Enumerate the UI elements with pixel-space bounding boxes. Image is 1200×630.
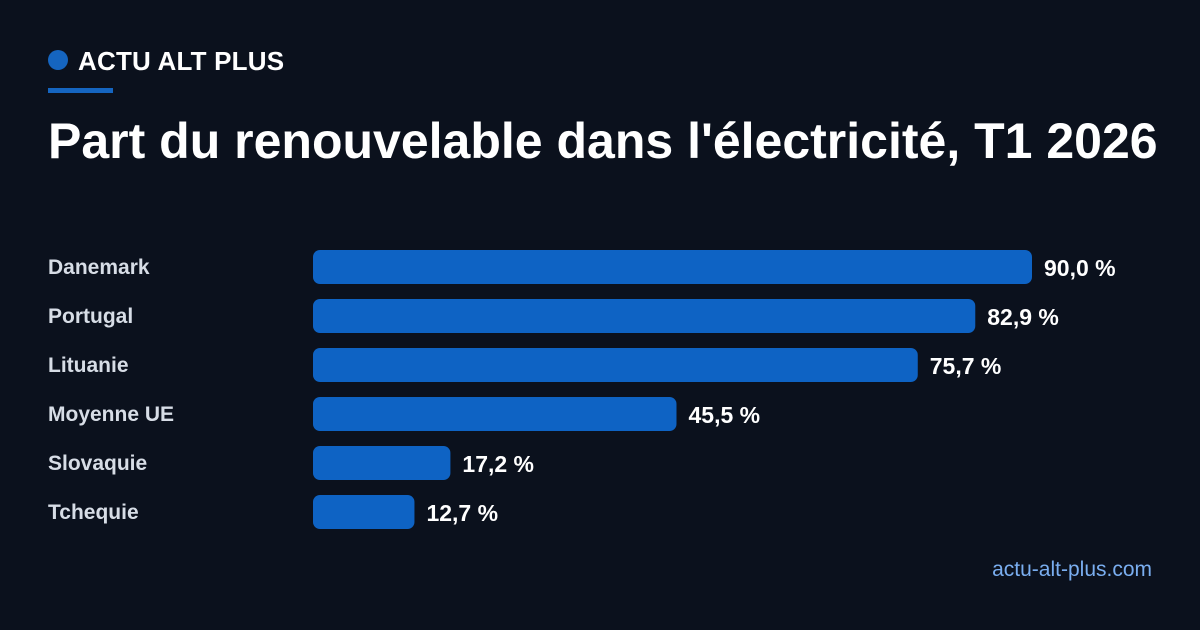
- value-label-danemark: 90,0 %: [1044, 255, 1116, 281]
- footer-site-link[interactable]: actu-alt-plus.com: [992, 558, 1152, 581]
- category-label-lituanie: Lituanie: [48, 354, 129, 377]
- value-label-tchequie: 12,7 %: [426, 500, 498, 526]
- value-label-slovaquie: 17,2 %: [462, 451, 534, 477]
- bar-moyenne-ue: [313, 397, 677, 431]
- bar-lituanie: [313, 348, 918, 382]
- brand-dot-icon: [48, 49, 68, 70]
- bar-slovaquie: [313, 446, 451, 480]
- brand-name: ACTU ALT PLUS: [78, 46, 285, 76]
- bar-tchequie: [313, 495, 415, 529]
- category-label-slovaquie: Slovaquie: [48, 452, 147, 475]
- value-label-portugal: 82,9 %: [987, 304, 1059, 330]
- bar-danemark: [313, 250, 1032, 284]
- category-label-moyenne-ue: Moyenne UE: [48, 403, 174, 426]
- category-label-portugal: Portugal: [48, 305, 133, 328]
- value-label-lituanie: 75,7 %: [930, 353, 1002, 379]
- category-label-danemark: Danemark: [48, 256, 150, 279]
- bar-portugal: [313, 299, 976, 333]
- brand-header: ACTU ALT PLUS: [48, 46, 284, 77]
- category-label-tchequie: Tchequie: [48, 501, 139, 524]
- chart-title: Part du renouvelable dans l'électricité,…: [48, 113, 1158, 169]
- value-label-moyenne-ue: 45,5 %: [688, 402, 760, 428]
- brand-underline: [48, 88, 113, 93]
